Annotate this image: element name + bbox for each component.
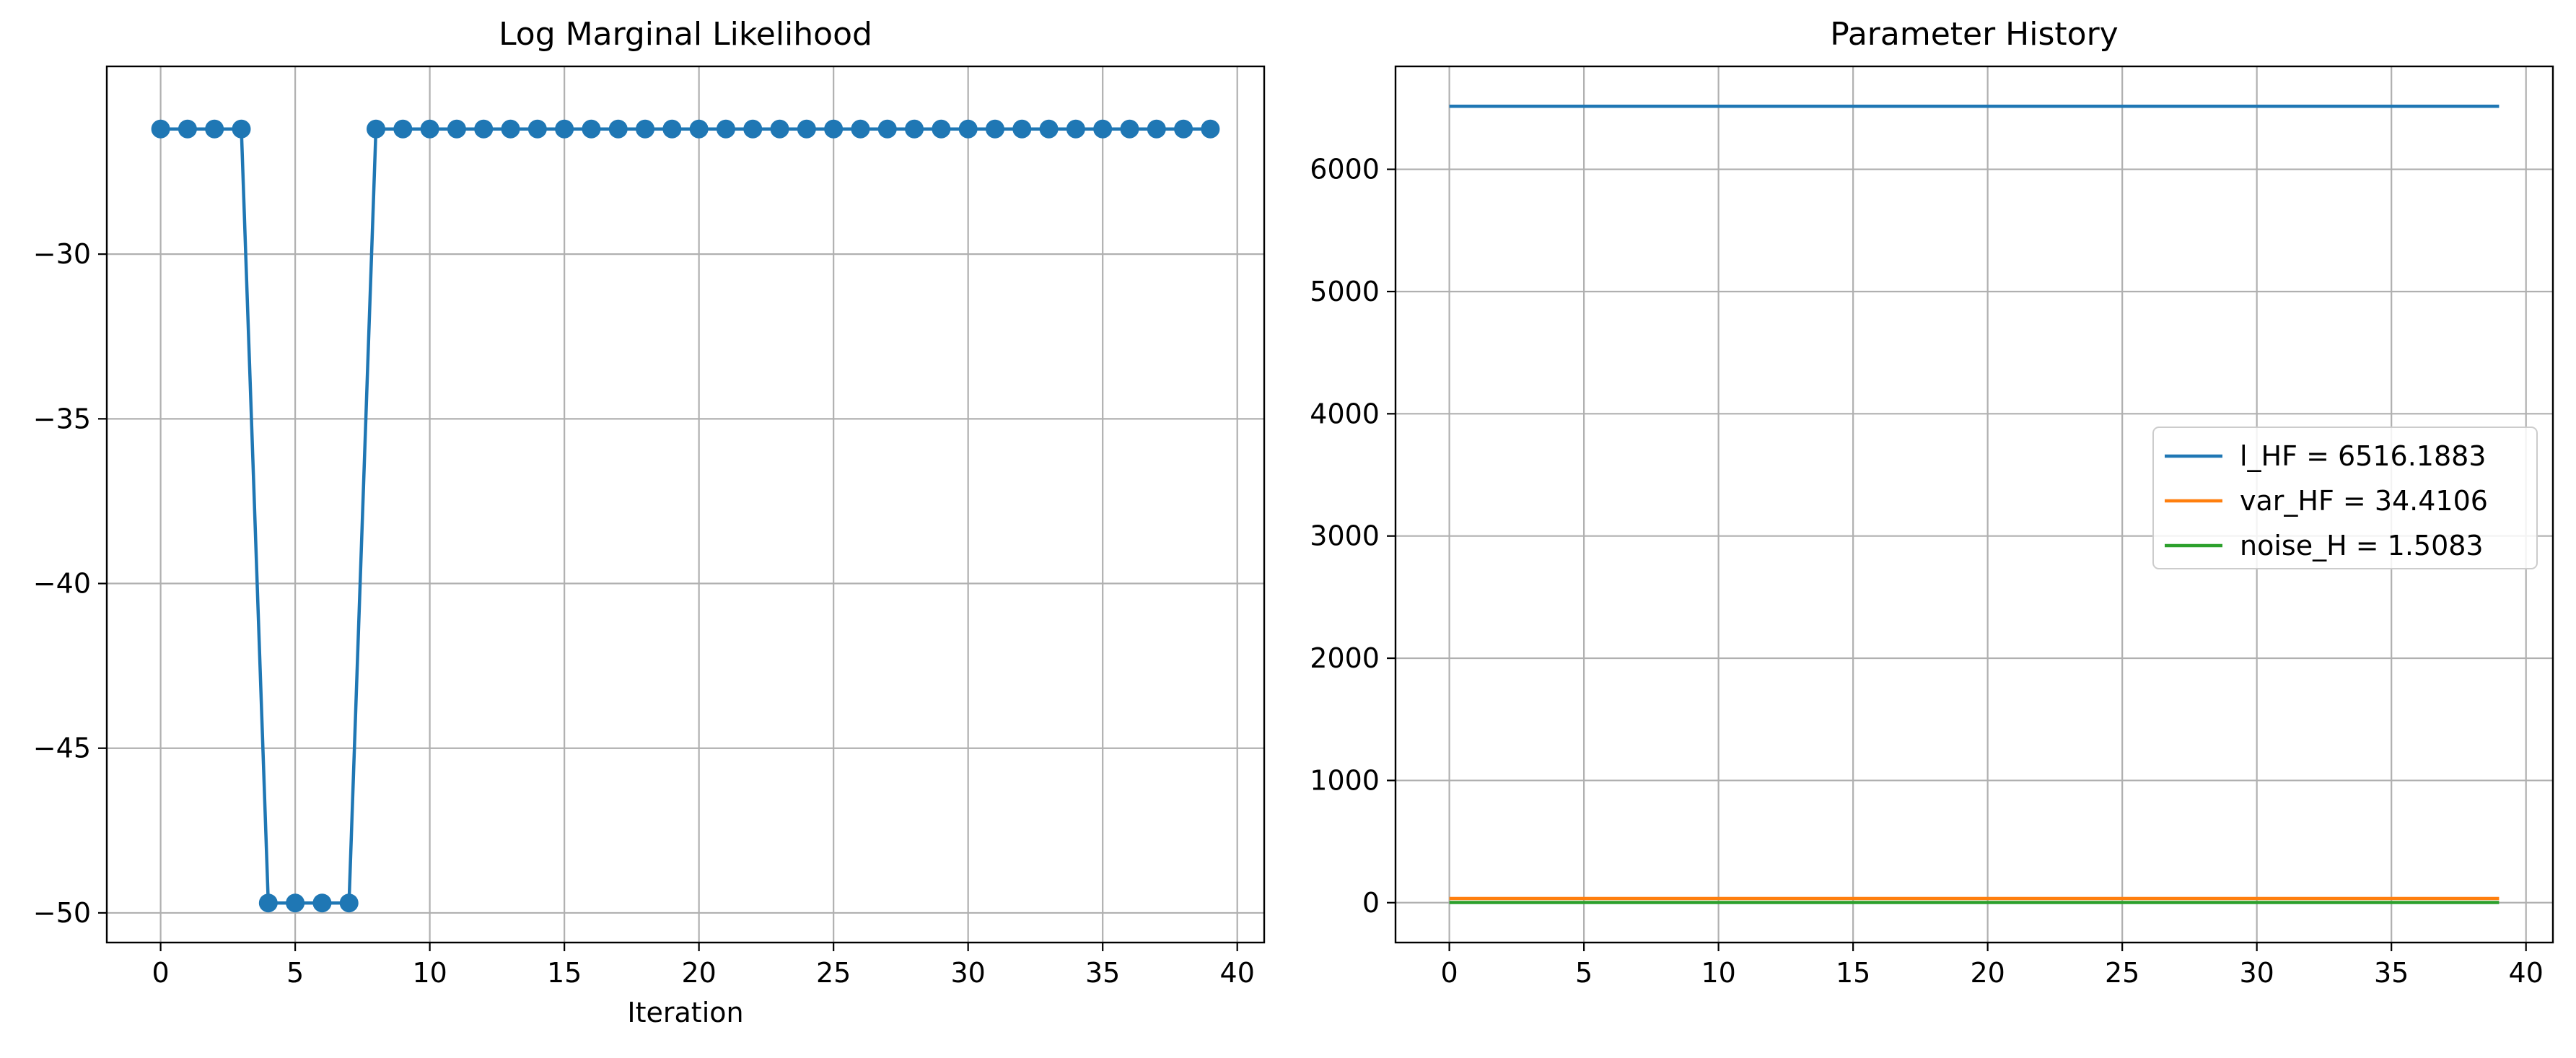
x-tick-label: 15: [1836, 957, 1870, 989]
data-point: [851, 119, 870, 139]
y-tick-label: −45: [33, 733, 91, 764]
data-point: [1066, 119, 1085, 139]
x-tick-label: 30: [950, 957, 985, 989]
panel-2: 0 5 10 15 20 25 30 35 40 0 1000 2000 3000 4000 5000 600…: [1310, 16, 2554, 989]
legend-label: noise_H = 1.5083: [2240, 530, 2484, 561]
x-tick-label: 5: [286, 957, 304, 989]
data-point: [582, 119, 601, 139]
y-tick-label: 5000: [1310, 276, 1380, 307]
y-tick-label: −50: [33, 897, 91, 929]
data-point: [770, 119, 789, 139]
data-point: [743, 119, 763, 139]
data-point: [985, 119, 1004, 139]
x-tick-label: 40: [1220, 957, 1255, 989]
data-point: [877, 119, 897, 139]
chart-title: Log Marginal Likelihood: [499, 16, 872, 53]
data-point: [716, 119, 735, 139]
y-tick-label: 4000: [1310, 398, 1380, 429]
legend: l_HF = 6516.1883 var_HF = 34.4106 noise_H …: [2152, 427, 2538, 569]
axes-frame: [105, 65, 1266, 944]
x-tick-label: 5: [1575, 957, 1593, 989]
x-axis-label: Iteration: [627, 997, 743, 1028]
x-tick-label: 35: [2374, 957, 2409, 989]
data-point: [367, 119, 386, 139]
legend-label: l_HF = 6516.1883: [2240, 440, 2486, 472]
data-point: [178, 119, 197, 139]
x-tick-label: 25: [2105, 957, 2139, 989]
data-point: [312, 893, 332, 913]
data-point: [258, 893, 278, 913]
y-tick-label: 6000: [1310, 154, 1380, 185]
data-point: [608, 119, 628, 139]
y-tick-label: −30: [33, 238, 91, 270]
x-tick-label: 10: [1701, 957, 1735, 989]
data-point: [1201, 119, 1220, 139]
data-point: [555, 119, 574, 139]
data-point: [205, 119, 224, 139]
data-point: [1174, 119, 1193, 139]
data-point: [797, 119, 816, 139]
data-point: [339, 893, 359, 913]
data-point: [905, 119, 924, 139]
x-tick-label: 35: [1085, 957, 1120, 989]
data-point: [447, 119, 466, 139]
data-point: [932, 119, 951, 139]
data-point: [958, 119, 978, 139]
data-point: [474, 119, 494, 139]
y-tick-label: 2000: [1310, 642, 1380, 674]
data-point: [1120, 119, 1139, 139]
y-tick-label: −40: [33, 568, 91, 600]
data-point: [636, 119, 655, 139]
y-tick-label: 3000: [1310, 520, 1380, 552]
y-tick-label: 1000: [1310, 764, 1380, 796]
data-point: [393, 119, 413, 139]
data-point: [1093, 119, 1113, 139]
x-tick-label: 0: [1441, 957, 1458, 989]
x-tick-label: 40: [2509, 957, 2544, 989]
data-point: [527, 119, 547, 139]
data-point: [1039, 119, 1059, 139]
x-tick-label: 10: [412, 957, 447, 989]
legend-label: var_HF = 34.4106: [2240, 485, 2488, 517]
data-point: [420, 119, 439, 139]
legend-box: [2152, 427, 2538, 569]
axes-frame: [1394, 65, 2554, 944]
data-point: [151, 119, 170, 139]
x-tick-label: 20: [1970, 957, 2005, 989]
x-tick-label: 20: [681, 957, 716, 989]
data-point: [1147, 119, 1166, 139]
data-point: [662, 119, 682, 139]
data-point: [824, 119, 844, 139]
chart-title: Parameter History: [1830, 16, 2118, 53]
x-tick-label: 0: [152, 957, 170, 989]
x-tick-label: 15: [547, 957, 582, 989]
data-point: [689, 119, 709, 139]
data-point: [232, 119, 251, 139]
x-tick-label: 30: [2239, 957, 2274, 989]
y-tick-label: 0: [1362, 887, 1380, 919]
x-tick-label: 25: [816, 957, 851, 989]
panel-1: 0 5 10 15 20 25 30 35 40 −30 −35 −40 −45 −50 Log Margi…: [33, 16, 1266, 1028]
data-point: [286, 893, 305, 913]
y-tick-label: −35: [33, 403, 91, 434]
data-point: [501, 119, 520, 139]
series-line-1: [160, 127, 1211, 905]
data-point: [1012, 119, 1032, 139]
